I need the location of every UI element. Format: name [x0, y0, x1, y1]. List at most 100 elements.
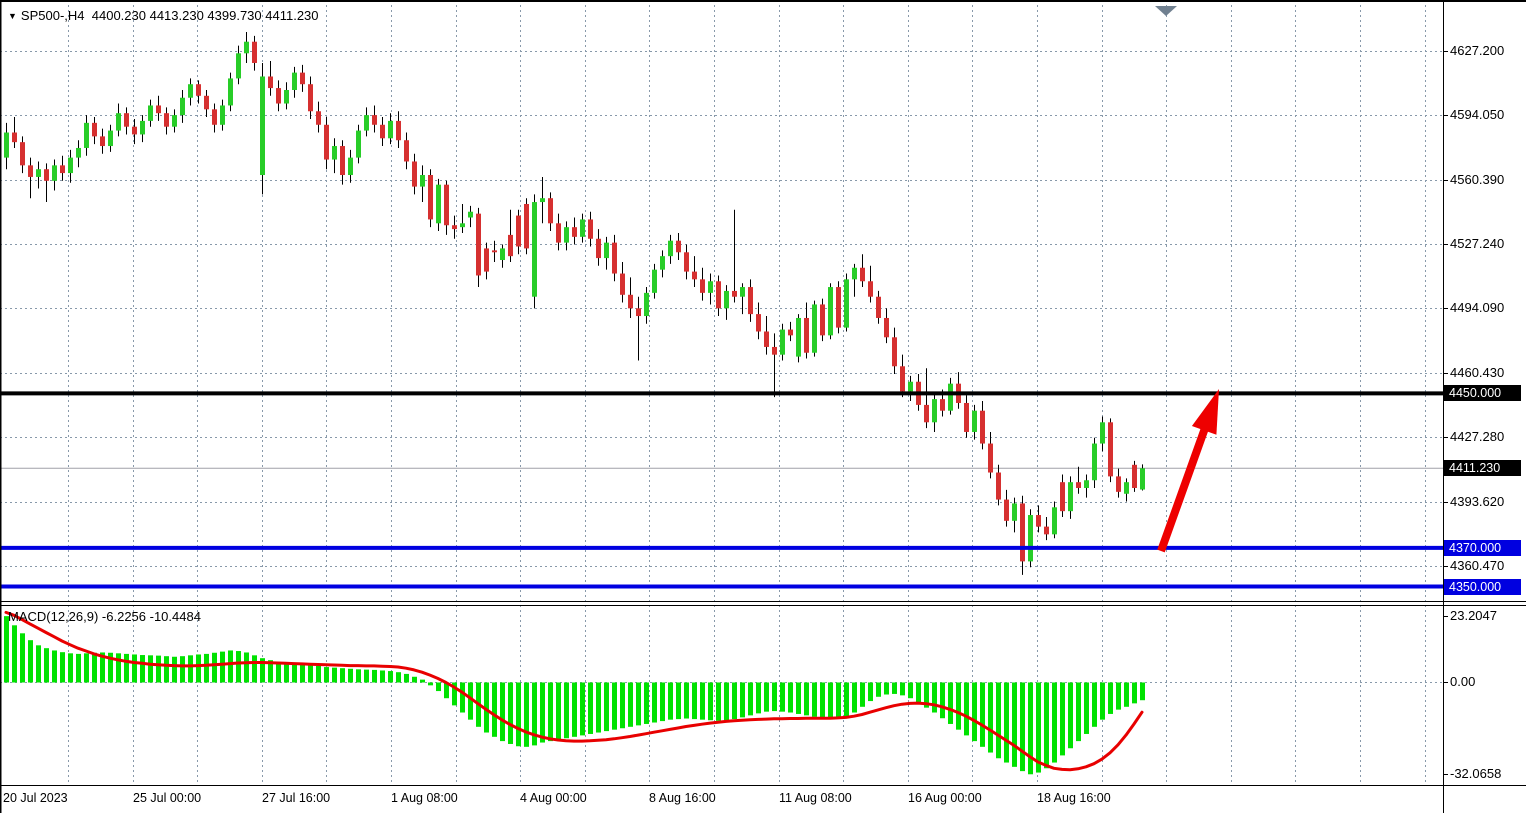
- candle-body: [308, 84, 313, 112]
- candle-body: [732, 290, 737, 297]
- macd-histogram-bar: [836, 682, 841, 718]
- macd-histogram-bar: [44, 648, 49, 683]
- macd-histogram-bar: [468, 682, 473, 720]
- candle-body: [28, 165, 33, 177]
- candle-body: [828, 287, 833, 336]
- macd-histogram-bar: [28, 640, 33, 683]
- candle-body: [332, 146, 337, 160]
- macd-histogram-bar: [740, 682, 745, 718]
- candle-body: [1140, 468, 1145, 490]
- symbol-expander-icon[interactable]: ▼: [8, 11, 17, 21]
- macd-histogram-bar: [604, 682, 609, 732]
- candle-body: [796, 317, 801, 357]
- macd-histogram-bar: [36, 645, 41, 683]
- macd-histogram-bar: [236, 651, 241, 683]
- macd-histogram-bar: [636, 682, 641, 726]
- macd-histogram-bar: [964, 682, 969, 736]
- macd-histogram-bar: [532, 682, 537, 746]
- macd-histogram-bar: [884, 682, 889, 695]
- time-axis-label: 4 Aug 00:00: [520, 791, 587, 805]
- macd-histogram-bar: [436, 682, 441, 692]
- candle-body: [572, 227, 577, 237]
- macd-histogram-bar: [620, 682, 625, 729]
- macd-histogram-bar: [892, 682, 897, 694]
- macd-histogram-bar: [76, 653, 81, 683]
- chart-shift-marker-icon[interactable]: [1155, 6, 1177, 16]
- macd-histogram-bar: [844, 682, 849, 717]
- candle-body: [140, 120, 145, 135]
- candle-body: [836, 287, 841, 328]
- macd-histogram-bar: [404, 673, 409, 683]
- candle-body: [1108, 422, 1113, 477]
- macd-histogram-bar: [428, 682, 433, 686]
- macd-histogram-bar: [1092, 682, 1097, 727]
- arrow-shaft[interactable]: [1157, 423, 1210, 553]
- candle-body: [780, 329, 785, 355]
- macd-histogram-bar: [788, 682, 793, 713]
- macd-histogram-bar: [564, 682, 569, 739]
- macd-histogram-bar: [1044, 682, 1049, 769]
- candle-body: [748, 287, 753, 315]
- candle-body: [1060, 482, 1065, 512]
- macd-histogram-bar: [132, 654, 137, 683]
- candle-body: [708, 281, 713, 293]
- candle-body: [788, 329, 793, 336]
- candle-body: [76, 147, 81, 158]
- macd-histogram-bar: [244, 652, 249, 683]
- macd-histogram-bar: [980, 682, 985, 747]
- arrow-head[interactable]: [1191, 389, 1219, 435]
- candle-body: [236, 53, 241, 79]
- macd-histogram-bar: [668, 682, 673, 720]
- candle-body: [316, 111, 321, 125]
- candle-body: [684, 252, 689, 272]
- price-axis-tick: 4527.240: [1450, 236, 1505, 252]
- candle-body: [484, 248, 489, 272]
- macd-histogram-bar: [380, 670, 385, 683]
- candle-body: [876, 296, 881, 318]
- candle-body: [268, 76, 273, 89]
- macd-histogram-bar: [948, 682, 953, 724]
- macd-histogram-bar: [588, 682, 593, 734]
- macd-histogram-bar: [180, 656, 185, 683]
- macd-histogram-bar: [548, 682, 553, 742]
- macd-histogram-bar: [228, 650, 233, 683]
- candle-body: [700, 279, 705, 293]
- chart-title: ▼ SP500-,H4 4400.230 4413.230 4399.730 44…: [8, 8, 319, 23]
- candle-body: [396, 120, 401, 141]
- candle-body: [548, 198, 553, 224]
- candle-body: [628, 294, 633, 309]
- macd-histogram-bar: [660, 682, 665, 722]
- candle-body: [820, 304, 825, 336]
- macd-indicator-label: MACD(12,26,9) -6.2256 -10.4484: [8, 609, 201, 624]
- candle-body: [532, 202, 537, 297]
- macd-histogram-bar: [108, 652, 113, 683]
- candle-body: [1004, 499, 1009, 521]
- candle-body: [324, 124, 329, 160]
- macd-histogram-bar: [508, 682, 513, 744]
- candle-body: [1124, 482, 1129, 494]
- macd-histogram-bar: [876, 682, 881, 697]
- candle-body: [692, 271, 697, 280]
- candle-body: [116, 113, 121, 131]
- macd-histogram-bar: [868, 682, 873, 702]
- macd-histogram-bar: [204, 653, 209, 683]
- macd-histogram-bar: [492, 682, 497, 737]
- macd-histogram-bar: [804, 682, 809, 716]
- candle-body: [1044, 526, 1049, 535]
- macd-histogram-bar: [1036, 682, 1041, 773]
- candle-body: [1036, 515, 1041, 527]
- candle-body: [276, 88, 281, 104]
- candle-body: [964, 402, 969, 432]
- candle-body: [556, 223, 561, 243]
- macd-histogram-bar: [1108, 682, 1113, 714]
- candle-body: [1084, 480, 1089, 488]
- macd-histogram-bar: [708, 682, 713, 721]
- time-axis-label: 16 Aug 00:00: [908, 791, 982, 805]
- macd-histogram-bar: [556, 682, 561, 740]
- price-axis[interactable]: [1443, 2, 1526, 813]
- price-axis-tick: 4393.620: [1450, 494, 1505, 510]
- candle-body: [756, 314, 761, 332]
- candle-body: [444, 184, 449, 226]
- macd-histogram-bar: [220, 651, 225, 683]
